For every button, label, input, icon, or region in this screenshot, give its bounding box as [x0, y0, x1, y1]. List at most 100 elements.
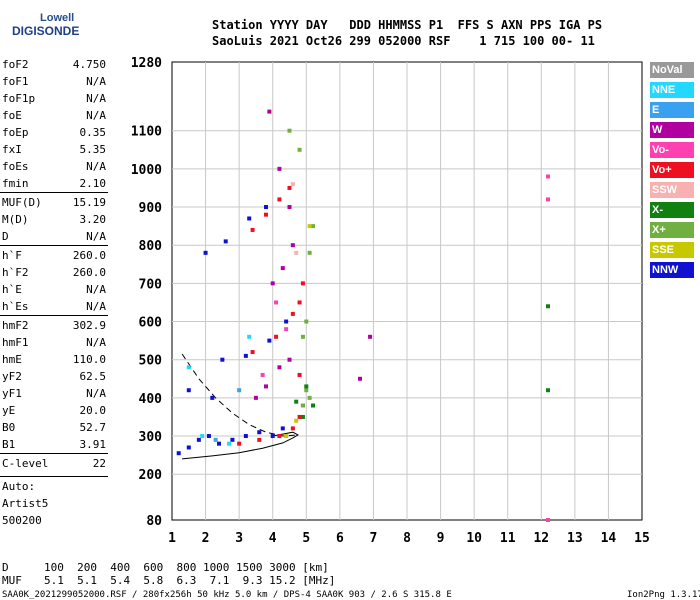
echo-point-vo- [237, 441, 242, 446]
param-value: 15.19 [72, 196, 106, 209]
param-value: N/A [86, 283, 106, 296]
echo-point-vo- [257, 437, 262, 442]
param-value: 3.20 [79, 213, 107, 226]
echo-point-w [277, 365, 282, 370]
param-value: 62.5 [79, 370, 107, 383]
echo-point-vo- [297, 414, 302, 419]
param-name: foF1 [2, 75, 29, 88]
param-value: N/A [86, 75, 106, 88]
echo-point-sse [284, 434, 289, 439]
echo-point-ssw [290, 182, 295, 187]
echo-point-vo- [260, 372, 265, 377]
param-name: yE [2, 404, 16, 417]
x-tick-label: 10 [466, 531, 482, 546]
auto-code: 500200 [2, 514, 42, 527]
legend-item: X- [650, 202, 694, 218]
echo-point-nnw [257, 430, 262, 435]
x-tick-label: 15 [634, 531, 650, 546]
echo-point-x- [300, 334, 305, 339]
echo-point-sse [307, 224, 312, 229]
footer-file-info: SAA0K_2021299052000.RSF / 280fx256h 50 k… [2, 590, 452, 600]
echo-point-x- [546, 304, 550, 309]
param-row: MUF(D) 15.19 [2, 196, 106, 209]
echo-point-w [277, 166, 282, 171]
param-name: hmF1 [2, 336, 29, 349]
param-row: h`F 260.0 [2, 249, 106, 262]
echo-point-x- [311, 403, 315, 408]
echo-point-x- [300, 403, 305, 408]
param-name: B1 [2, 438, 16, 451]
param-value: 110.0 [72, 353, 106, 366]
echo-point-nnw [267, 338, 272, 343]
echo-point-vo- [290, 311, 295, 316]
legend-item: SSW [650, 182, 694, 198]
echo-point-vo- [264, 212, 268, 217]
legend-item: SSE [650, 242, 694, 258]
echo-point-nnw [203, 250, 208, 255]
echo-point-w [267, 109, 272, 114]
param-value: 20.0 [79, 404, 107, 417]
x-tick-label: 9 [437, 531, 445, 546]
param-value: 260.0 [72, 249, 106, 262]
param-row: foF1 N/A [2, 75, 106, 88]
param-name: hmF2 [2, 319, 29, 332]
param-name: foE [2, 109, 22, 122]
auto-label: Auto: [2, 480, 36, 493]
x-tick-label: 13 [567, 531, 583, 546]
param-value: N/A [86, 109, 106, 122]
x-tick-label: 6 [336, 531, 344, 546]
echo-point-w [270, 281, 275, 286]
echo-point-x- [304, 388, 309, 393]
y-tick-label: 1280 [131, 56, 162, 71]
param-name: foEs [2, 160, 29, 173]
param-row: yF1 N/A [2, 387, 106, 400]
echo-point-nnw [247, 216, 252, 221]
param-row: M(D) 3.20 [2, 213, 106, 226]
param-row: hmF1 N/A [2, 336, 106, 349]
logo-text-digisonde: DIGISONDE [12, 24, 80, 38]
footer-muf-label: MUF [2, 574, 22, 587]
param-row: hmF2 302.9 [2, 319, 106, 332]
param-value: 22 [92, 457, 106, 470]
separator [0, 315, 108, 316]
param-row: yF2 62.5 [2, 370, 106, 383]
param-row: foF2 4.750 [2, 58, 106, 71]
echo-point-vo- [300, 281, 305, 286]
echo-point-w [287, 357, 292, 362]
echo-point-nnw [176, 451, 181, 456]
param-name: yF2 [2, 370, 22, 383]
echo-point-w [358, 376, 362, 381]
echo-point-sse [294, 418, 299, 423]
x-tick-label: 4 [269, 531, 277, 546]
header-labels: Station YYYY DAY DDD HHMMSS P1 FFS S AXN… [212, 18, 603, 32]
param-name: C-level [2, 457, 49, 470]
echo-point-nnw [186, 445, 191, 450]
param-row: B1 3.91 [2, 438, 106, 451]
echo-point-x- [307, 250, 312, 255]
chart-points [176, 109, 550, 522]
echo-point-x- [287, 128, 292, 133]
param-row: hmE 110.0 [2, 353, 106, 366]
param-value: 5.35 [79, 143, 107, 156]
echo-point-x- [297, 147, 302, 152]
chart-grid [171, 61, 643, 521]
header-values: SaoLuis 2021 Oct26 299 052000 RSF 1 715 … [212, 34, 595, 48]
param-name: hmE [2, 353, 22, 366]
y-tick-label: 1100 [131, 125, 162, 140]
auto-artist: Artist5 [2, 497, 49, 510]
chart-ticks: 1 2 3 4 5 6 7 8 9 10 11 12 13 14 158020030040050060070… [131, 56, 650, 546]
echo-point-w [280, 266, 285, 271]
x-tick-label: 11 [500, 531, 516, 546]
echo-point-vo- [274, 300, 279, 305]
y-tick-label: 800 [139, 239, 163, 254]
echo-point-vo- [546, 174, 550, 179]
param-value: N/A [86, 300, 106, 313]
param-name: fxI [2, 143, 22, 156]
echo-point-nnw [217, 441, 221, 446]
footer-d-label: D [2, 561, 9, 574]
separator [0, 245, 108, 246]
param-value: N/A [86, 92, 106, 105]
echo-point-nnw [186, 388, 191, 393]
param-name: MUF(D) [2, 196, 42, 209]
param-value: 2.10 [79, 177, 107, 190]
